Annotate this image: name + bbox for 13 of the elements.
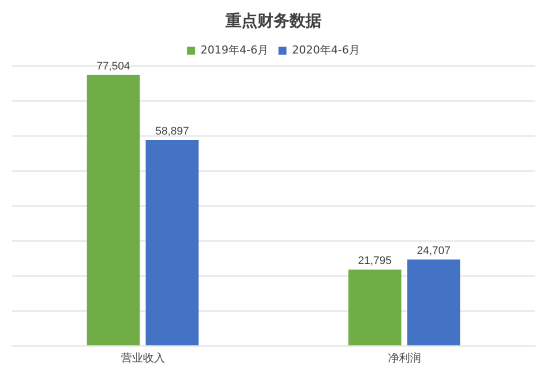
bar bbox=[86, 74, 140, 346]
bar bbox=[348, 270, 402, 346]
data-label: 58,897 bbox=[155, 125, 189, 138]
data-label: 24,707 bbox=[416, 244, 450, 257]
chart-title: 重点财务数据 bbox=[224, 10, 322, 30]
bar bbox=[146, 140, 199, 346]
bar bbox=[407, 259, 460, 346]
x-tick-label: 净利润 bbox=[388, 351, 421, 364]
data-label: 77,504 bbox=[96, 60, 130, 72]
legend-label: 2020年4-6月 bbox=[292, 44, 360, 57]
x-tick-label: 营业收入 bbox=[120, 351, 165, 364]
legend-label: 2019年4-6月 bbox=[200, 44, 269, 57]
data-label: 21,795 bbox=[358, 255, 392, 268]
